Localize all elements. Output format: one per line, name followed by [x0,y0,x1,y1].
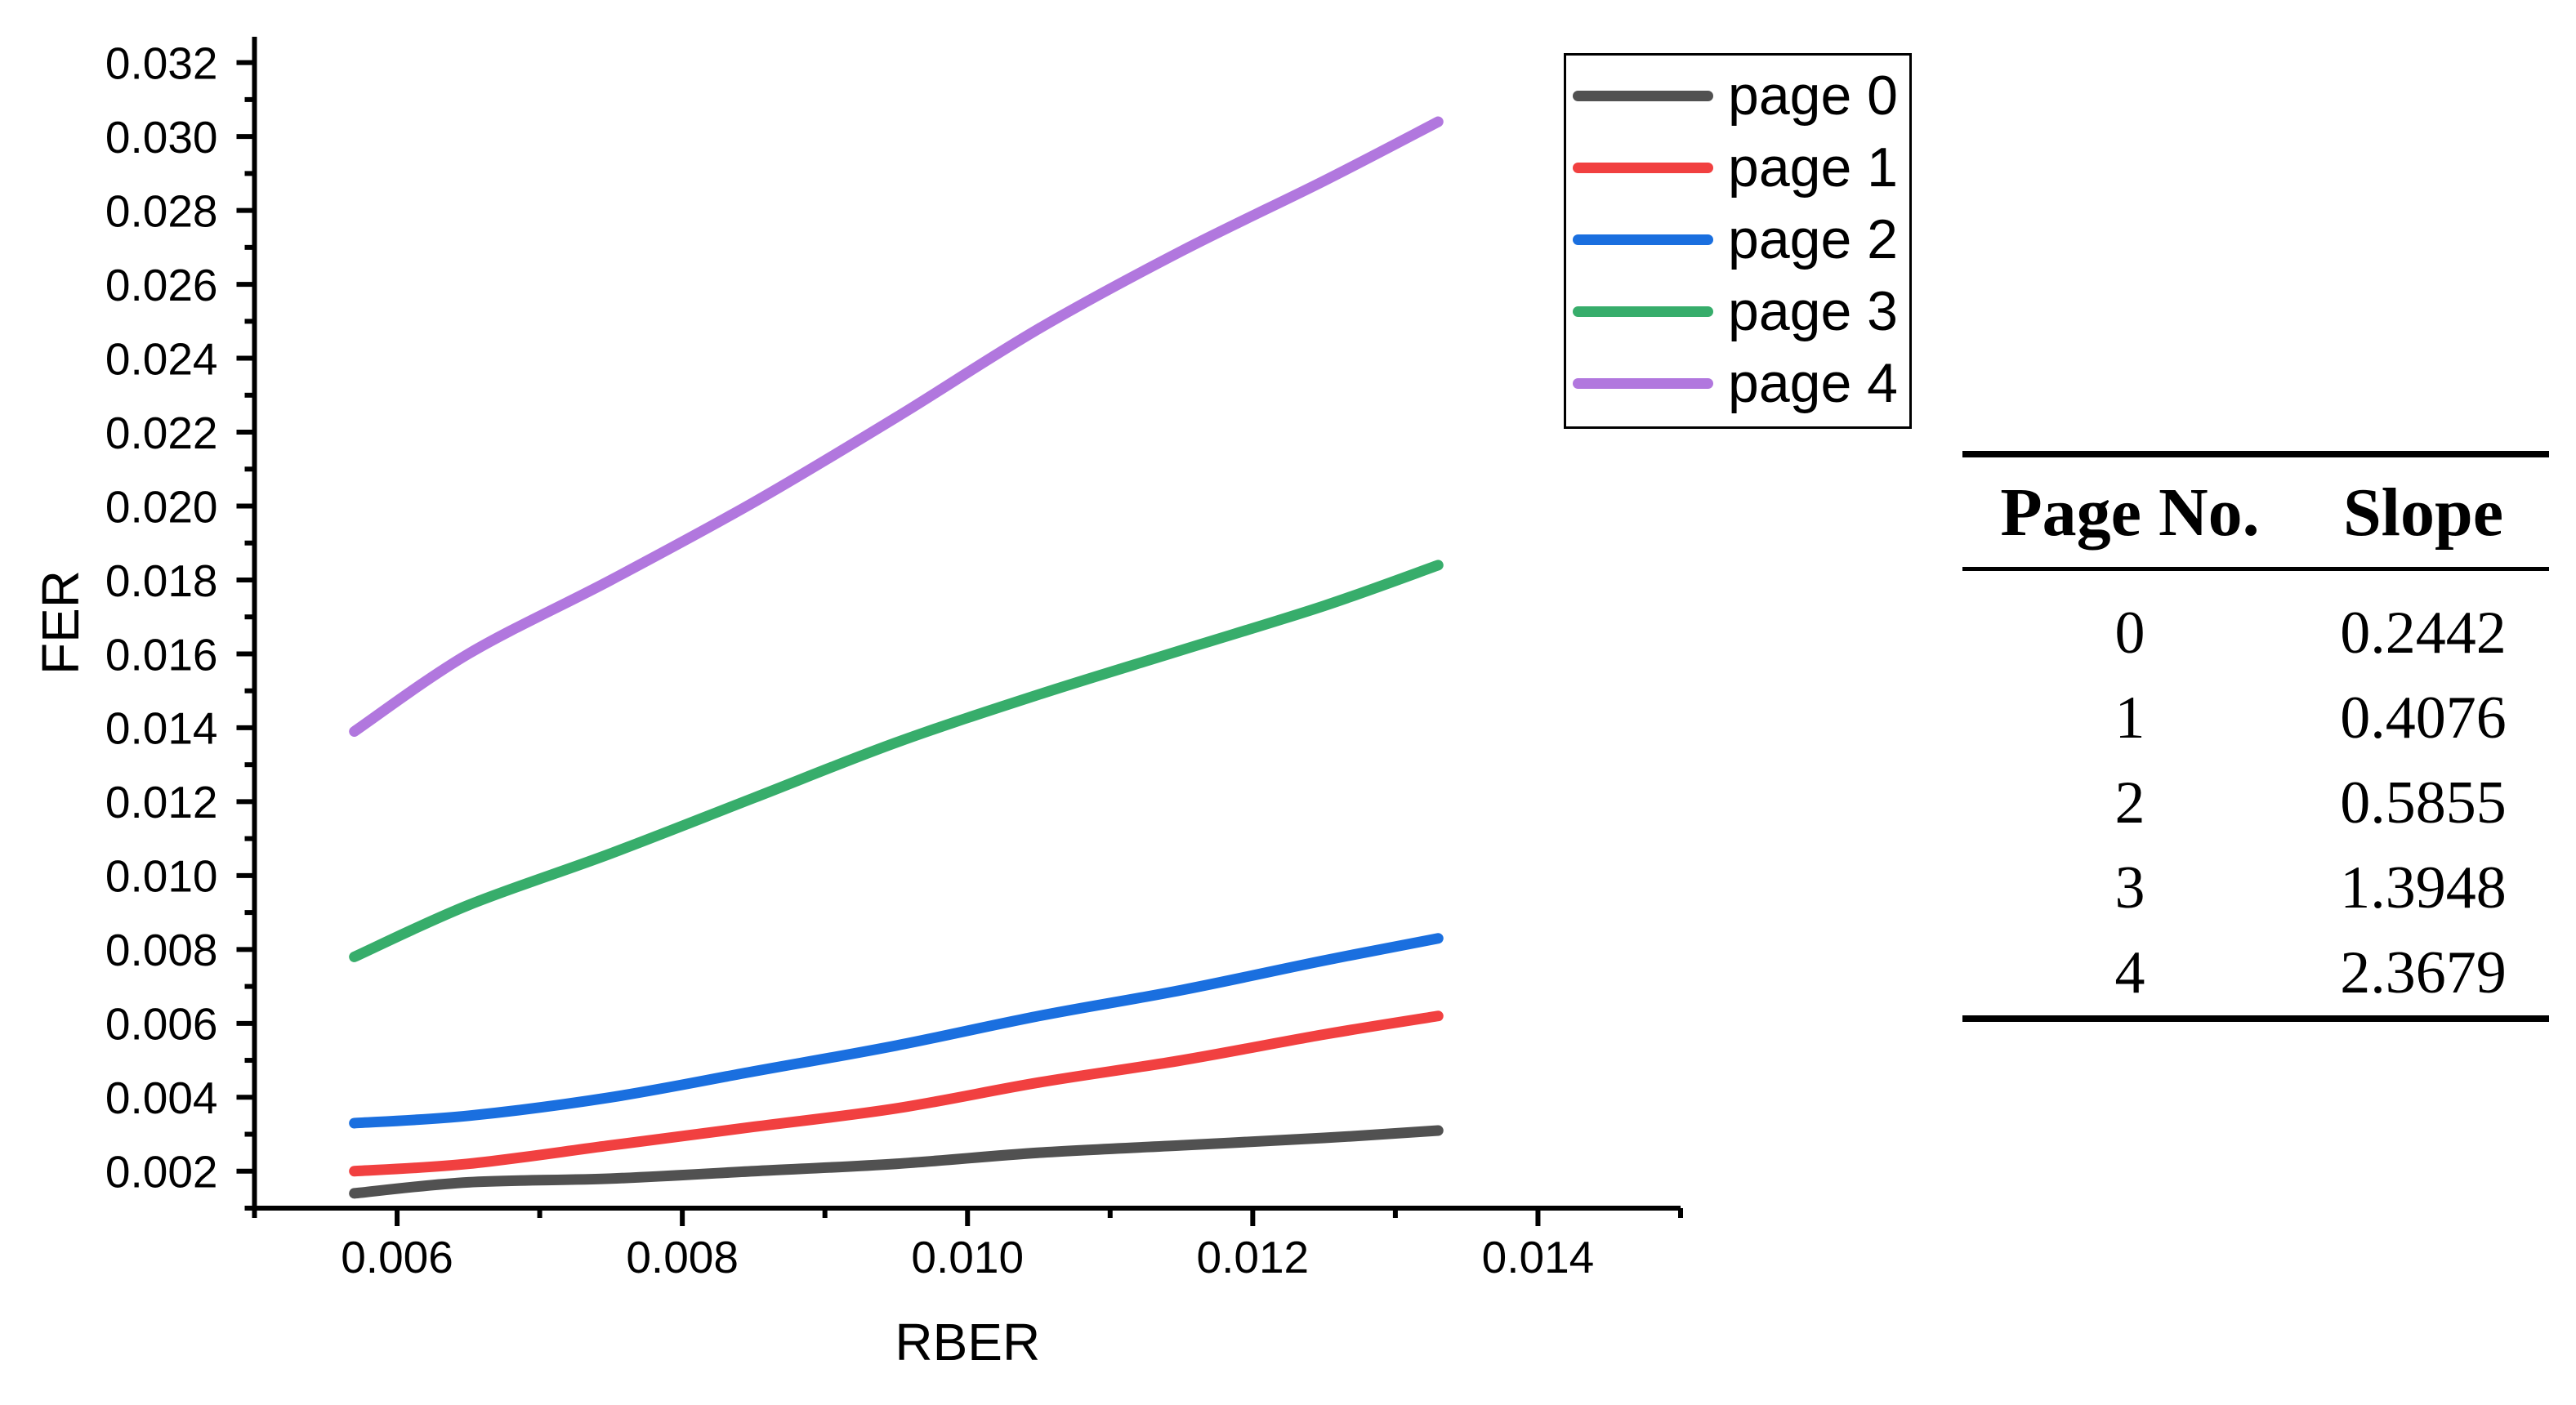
slope-table: Page No. Slope 0 0.2442 1 0.4076 2 0.585… [1962,451,2549,1022]
series-line-page-0 [349,1125,1444,1199]
table-top-rule [1962,451,2549,457]
table-row: 1 0.4076 [1962,676,2549,760]
y-tick-label: 0.012 [105,777,218,827]
slope-cell: 1.3948 [2340,854,2507,921]
table-row: 4 2.3679 [1962,930,2549,1015]
legend-label: page 3 [1728,280,1898,342]
y-tick-label: 0.022 [105,408,218,458]
y-tick-label: 0.016 [105,629,218,680]
series-line-page-3 [349,560,1444,962]
table-header-page-no: Page No. [2000,474,2260,551]
series-line-page-4 [349,116,1444,737]
page-no-cell: 1 [2114,684,2145,752]
y-tick-label: 0.002 [105,1147,218,1198]
page-2-line-swatch [1573,234,1713,245]
y-tick-label: 0.030 [105,112,218,163]
page-no-cell: 3 [2114,854,2145,921]
table-header-row: Page No. Slope [1962,457,2549,567]
x-tick-label: 0.006 [341,1232,453,1282]
y-tick-label: 0.026 [105,260,218,310]
axis-line [252,37,1681,1211]
legend-label: page 1 [1728,136,1898,198]
legend-item-page-2: page 2 [1566,203,1909,275]
x-tick-label: 0.008 [626,1232,739,1282]
table-bottom-rule [1962,1015,2549,1022]
table-header-slope: Slope [2342,474,2504,551]
y-tick-label: 0.010 [105,851,218,902]
legend-label: page 0 [1728,65,1898,127]
y-tick-label: 0.008 [105,925,218,975]
slope-cell: 0.5855 [2340,769,2507,836]
y-tick-label: 0.028 [105,185,218,236]
legend-item-page-0: page 0 [1566,60,1909,132]
table-row: 3 1.3948 [1962,845,2549,930]
y-axis-title: FER [31,570,90,675]
table-body: 0 0.2442 1 0.4076 2 0.5855 3 1.3948 4 2.… [1962,571,2549,1015]
x-tick-label: 0.014 [1482,1232,1595,1282]
slope-cell: 0.4076 [2340,684,2507,752]
slope-cell: 2.3679 [2340,939,2507,1006]
page-no-cell: 2 [2114,769,2145,836]
legend-label: page 4 [1728,352,1898,414]
table-header-rule [1962,567,2549,571]
y-tick-label: 0.006 [105,999,218,1050]
y-tick-label: 0.020 [105,481,218,532]
x-tick-label: 0.010 [911,1232,1024,1282]
x-tick-label: 0.012 [1197,1232,1310,1282]
page-0-line-swatch [1573,90,1713,101]
legend-item-page-3: page 3 [1566,275,1909,347]
legend-label: page 2 [1728,208,1898,270]
slope-cell: 0.2442 [2340,599,2507,667]
page-no-cell: 0 [2114,599,2145,667]
table-row: 2 0.5855 [1962,760,2549,845]
y-tick-label: 0.004 [105,1073,218,1123]
table-row: 0 0.2442 [1962,591,2549,676]
series-line-page-2 [349,933,1444,1129]
series-line-page-1 [349,1010,1444,1177]
page-4-line-swatch [1573,377,1713,389]
y-tick-label: 0.024 [105,333,218,384]
page-no-cell: 4 [2114,939,2145,1006]
y-tick-label: 0.014 [105,703,218,754]
legend-item-page-4: page 4 [1566,347,1909,419]
x-axis-title: RBER [895,1313,1040,1372]
page-1-line-swatch [1573,162,1713,173]
legend-item-page-1: page 1 [1566,132,1909,203]
y-tick-label: 0.032 [105,38,218,88]
page-3-line-swatch [1573,306,1713,317]
chart-legend: page 0 page 1 page 2 page 3 page 4 [1564,53,1912,429]
y-tick-label: 0.018 [105,555,218,606]
